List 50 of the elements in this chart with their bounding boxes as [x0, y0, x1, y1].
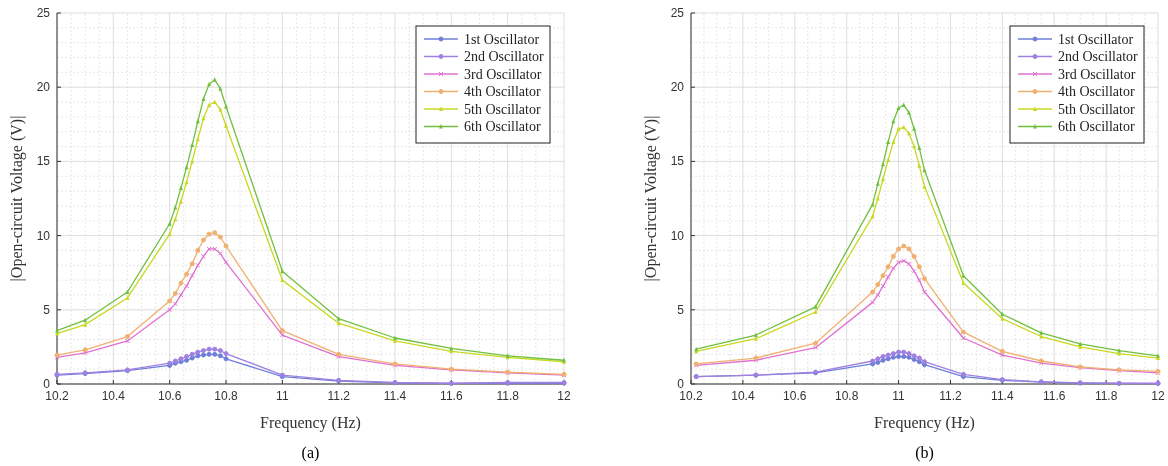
y-tick-label: 5 — [677, 302, 685, 317]
legend-label: 5th Oscillator — [1058, 101, 1135, 117]
legend-label: 1st Oscillator — [1058, 31, 1134, 47]
legend-label: 3rd Oscillator — [1058, 66, 1136, 82]
legend-label: 2nd Oscillator — [464, 49, 545, 64]
x-tick-label: 10.8 — [834, 389, 859, 403]
legend-label: 3rd Oscillator — [464, 66, 542, 82]
x-tick-label: 10.2 — [679, 389, 703, 403]
x-tick-label: 11.4 — [991, 389, 1014, 403]
y-tick-label: 10 — [670, 228, 685, 243]
text: (a) — [301, 444, 320, 462]
y-tick-label: 15 — [670, 154, 685, 169]
x-tick-label: 11.2 — [327, 389, 351, 403]
x-tick-label: 10.4 — [731, 389, 755, 403]
x-tick-label: 11 — [276, 389, 289, 403]
y-tick-label: 15 — [36, 154, 51, 169]
x-axis-title: Frequency (Hz) — [260, 414, 361, 432]
x-tick-label: 12 — [1151, 389, 1165, 403]
y-axis-title: |Open-circuit Voltage (V)| — [8, 115, 26, 282]
x-tick-label: 11.8 — [1094, 389, 1118, 403]
legend-label: 6th Oscillator — [464, 119, 541, 134]
legend-label: 5th Oscillator — [464, 101, 541, 117]
legend-label: 4th Oscillator — [464, 84, 541, 99]
x-tick-label: 10.4 — [101, 389, 126, 403]
legend-label: 4th Oscillator — [1058, 84, 1135, 99]
y-tick-label: 25 — [36, 6, 51, 20]
y-tick-label: 5 — [43, 302, 51, 317]
x-tick-label: 10.6 — [157, 389, 182, 403]
y-tick-label: 10 — [36, 228, 51, 243]
y-axis-title: |Open-circuit Voltage (V)| — [642, 115, 660, 282]
legend-label: 2nd Oscillator — [1058, 49, 1139, 64]
x-tick-label: 11.6 — [1042, 389, 1066, 403]
y-tick-label: 0 — [43, 377, 51, 391]
text: (b) — [915, 444, 934, 462]
x-axis-title: Frequency (Hz) — [874, 414, 975, 432]
x-tick-label: 10.8 — [214, 389, 238, 403]
y-tick-label: 20 — [670, 80, 685, 95]
legend-label: 1st Oscillator — [464, 31, 540, 47]
legend-label: 6th Oscillator — [1058, 119, 1135, 134]
x-tick-label: 11.4 — [383, 389, 407, 403]
x-tick-label: 10.6 — [783, 389, 807, 403]
x-tick-label: 11.2 — [939, 389, 962, 403]
x-tick-label: 10.2 — [45, 389, 69, 403]
y-tick-label: 20 — [36, 80, 51, 95]
y-tick-label: 0 — [677, 377, 685, 391]
x-tick-label: 12 — [557, 389, 571, 403]
x-tick-label: 11.8 — [496, 389, 520, 403]
y-tick-label: 25 — [670, 6, 685, 20]
x-tick-label: 11 — [892, 389, 906, 403]
x-tick-label: 11.6 — [440, 389, 463, 403]
